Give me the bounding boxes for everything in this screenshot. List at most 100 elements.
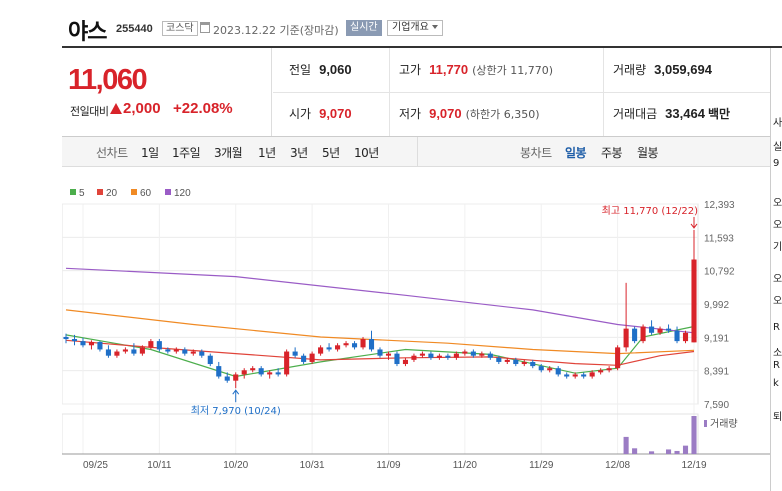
candle-body bbox=[615, 347, 621, 369]
volume-bar bbox=[665, 449, 672, 454]
tab-period-1d[interactable]: 1일 bbox=[141, 146, 159, 160]
candle-body bbox=[530, 361, 536, 367]
x-tick-label: 10/11 bbox=[147, 460, 172, 471]
candle-body bbox=[691, 259, 697, 343]
candle-body bbox=[173, 349, 179, 352]
stat-low: 저가 9,070 (하한가 6,350) bbox=[399, 92, 540, 136]
company-overview-dropdown[interactable]: 기업개요 bbox=[387, 20, 443, 36]
candle-body bbox=[250, 368, 256, 371]
candle-body bbox=[453, 353, 459, 358]
candle-body bbox=[97, 341, 103, 350]
candle-body bbox=[436, 355, 442, 358]
candle-body bbox=[318, 347, 324, 354]
candle-body bbox=[555, 368, 561, 375]
candle-body bbox=[564, 374, 570, 377]
stat-value: 9,060 bbox=[319, 62, 352, 77]
tab-candle-monthly[interactable]: 월봉 bbox=[637, 146, 659, 160]
x-tick-label: 12/19 bbox=[681, 460, 706, 471]
candle-body bbox=[216, 366, 222, 377]
candle-body bbox=[148, 341, 154, 348]
max-arrow-head bbox=[690, 223, 698, 229]
price-summary: 11,060 전일대비 2,000 +22.08% bbox=[62, 48, 272, 136]
edge-text: k bbox=[773, 378, 779, 389]
candle-body bbox=[292, 351, 298, 356]
line-chart-label: 선차트 bbox=[96, 146, 128, 160]
candle-body bbox=[343, 343, 349, 346]
realtime-button[interactable]: 실시간 bbox=[346, 20, 382, 36]
tab-candle-weekly[interactable]: 주봉 bbox=[601, 146, 623, 160]
candle-body bbox=[487, 353, 493, 358]
candle-body bbox=[606, 368, 612, 371]
edge-text: 9 bbox=[773, 158, 780, 169]
candle-body bbox=[114, 351, 120, 356]
stat-sub: (하한가 6,350) bbox=[465, 108, 540, 121]
candle-body bbox=[63, 336, 69, 340]
candle-body bbox=[207, 355, 213, 365]
tab-period-3m[interactable]: 3개월 bbox=[214, 146, 243, 160]
edge-text: R bbox=[773, 322, 780, 333]
candle-body bbox=[419, 353, 425, 356]
y-tick-label: 12,393 bbox=[704, 200, 735, 211]
volume-area bbox=[61, 413, 699, 455]
candle-body bbox=[632, 328, 638, 342]
candle-body bbox=[326, 347, 332, 350]
candle-body bbox=[241, 370, 247, 375]
stock-code: 255440 bbox=[116, 23, 153, 35]
y-tick-label: 8,391 bbox=[704, 367, 729, 378]
volume-bar bbox=[649, 451, 655, 454]
stat-label: 고가 bbox=[399, 63, 422, 77]
min-annotation: 최저 7,970 (10/24) bbox=[191, 405, 281, 417]
volume-legend-swatch bbox=[704, 420, 707, 427]
tab-period-3y[interactable]: 3년 bbox=[290, 146, 308, 160]
candle-body bbox=[547, 368, 553, 371]
candle-body bbox=[470, 351, 476, 356]
company-overview-label: 기업개요 bbox=[392, 22, 429, 33]
change-label: 전일대비 bbox=[70, 105, 109, 118]
tab-period-1y[interactable]: 1년 bbox=[258, 146, 276, 160]
price-chart[interactable]: 12,393 11,593 10,792 9,992 9,191 8,391 7,590 09… bbox=[61, 182, 770, 482]
volume-bar bbox=[691, 416, 697, 454]
tab-candle-daily[interactable]: 일봉 bbox=[565, 146, 587, 160]
tab-period-10y[interactable]: 10년 bbox=[354, 146, 379, 160]
volume-bar bbox=[674, 450, 680, 454]
y-tick-label: 11,593 bbox=[704, 233, 734, 244]
candle-body bbox=[623, 328, 629, 348]
stat-sub: (상한가 11,770) bbox=[472, 64, 554, 77]
edge-text: 사 bbox=[773, 118, 782, 129]
candle-body bbox=[80, 341, 86, 346]
candle-body bbox=[538, 366, 544, 371]
divider bbox=[273, 92, 770, 93]
tab-period-1w[interactable]: 1주일 bbox=[172, 146, 201, 160]
legend-label: 5 bbox=[79, 188, 85, 199]
candle-body bbox=[267, 372, 273, 375]
y-tick-label: 7,590 bbox=[704, 400, 729, 411]
candle-body bbox=[657, 328, 663, 333]
candle-body bbox=[284, 351, 290, 375]
stat-label: 시가 bbox=[289, 107, 312, 121]
candle-body bbox=[682, 332, 689, 342]
stat-value: 33,464 bbox=[665, 106, 705, 121]
candle-body bbox=[301, 355, 307, 362]
candle-body bbox=[258, 368, 264, 375]
candle-body bbox=[411, 355, 417, 360]
legend-swatch bbox=[165, 189, 171, 195]
x-tick-label: 10/31 bbox=[300, 460, 325, 471]
volume-bar bbox=[682, 445, 689, 454]
edge-text: 소 bbox=[773, 348, 782, 359]
stat-label: 거래대금 bbox=[613, 107, 658, 121]
candle-body bbox=[674, 330, 680, 342]
stat-label: 저가 bbox=[399, 107, 422, 121]
candle-body bbox=[122, 349, 128, 352]
volume-bar bbox=[623, 436, 629, 454]
candle-body bbox=[71, 339, 78, 342]
x-tick-label: 11/09 bbox=[376, 460, 401, 471]
tab-period-5y[interactable]: 5년 bbox=[322, 146, 340, 160]
stat-prev-close: 전일 9,060 bbox=[289, 48, 352, 92]
up-arrow-icon bbox=[110, 103, 122, 114]
candle-body bbox=[182, 349, 188, 354]
candle-body bbox=[462, 351, 468, 354]
candle-body bbox=[640, 326, 646, 342]
candle-body bbox=[190, 351, 196, 354]
legend-label: 60 bbox=[140, 188, 152, 199]
candle-body bbox=[665, 328, 672, 331]
